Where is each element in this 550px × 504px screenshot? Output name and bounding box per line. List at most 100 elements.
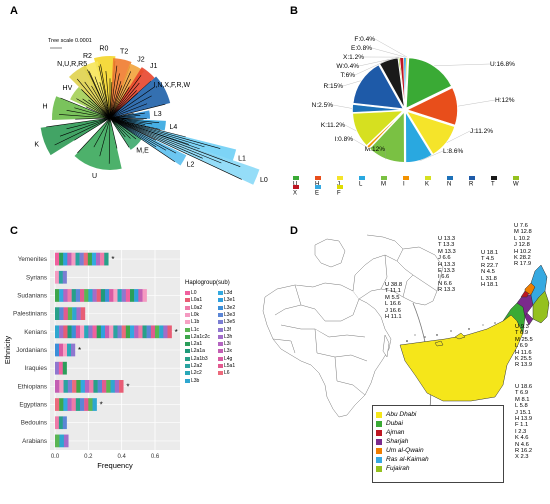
bar-segment xyxy=(143,289,147,302)
bar-segment xyxy=(84,289,88,302)
bar-segment xyxy=(55,380,59,393)
pie-label-x: X:1.2% xyxy=(343,54,364,61)
haplogroup-legend-title: Haplogroup(sub) xyxy=(185,280,230,286)
frequency-block-western: U 38.8 T 11.1 M 5.5 L 16.6 J 16.6 H 11.1 xyxy=(385,282,402,320)
emirate-legend-item: Sharjah xyxy=(373,437,503,446)
bar-segment xyxy=(118,325,122,338)
frequency-block-northeast: U 7.6 M 12.8 L 10.2 J 12.8 H 10.2 K 28.2… xyxy=(514,223,532,268)
haplogroup-legend-label: L5a1 xyxy=(224,363,235,369)
haplogroup-legend-item: L2a1a xyxy=(185,348,205,354)
haplogroup-legend-item: L3e5 xyxy=(218,319,235,325)
bar-segment xyxy=(80,398,84,411)
bar-segment xyxy=(59,271,63,284)
pie-leader-line xyxy=(372,48,405,57)
bar-segment xyxy=(134,325,138,338)
pie-legend-swatch-r xyxy=(469,176,475,180)
haplogroup-legend-item: L6 xyxy=(218,370,230,376)
clade-label-i-n-x-f-r-w: I,N,X,F,R,W xyxy=(154,82,191,89)
haplogroup-legend-swatch xyxy=(218,298,223,302)
bar-segment xyxy=(119,380,123,393)
pie-legend-label-t: T xyxy=(491,182,495,188)
pie-legend-swatch-j xyxy=(337,176,343,180)
bar-segment xyxy=(64,380,68,393)
haplogroup-legend-item: L1c xyxy=(185,327,199,333)
bar-segment xyxy=(67,253,71,266)
bar-segment xyxy=(88,398,92,411)
haplogroup-legend-label: L4g xyxy=(224,356,232,362)
x-tick-label: 0.4 xyxy=(117,454,126,460)
significance-star: * xyxy=(175,328,178,337)
clade-label-h: H xyxy=(42,104,47,111)
emirate-legend-swatch xyxy=(376,412,382,418)
x-axis-label: Frequency xyxy=(97,461,133,470)
bar-segment xyxy=(84,253,88,266)
haplogroup-legend-label: L3f xyxy=(224,327,231,333)
bar-segment xyxy=(163,325,167,338)
haplogroup-legend-label: L2a1 xyxy=(191,341,202,347)
emirate-legend-item: Dubai xyxy=(373,419,503,428)
bar-segment xyxy=(88,253,92,266)
haplogroup-legend-item: L0a2 xyxy=(185,305,202,311)
bar-segment xyxy=(55,325,59,338)
haplogroup-legend-item: L2c2 xyxy=(185,370,202,376)
emirate-legend-label: Ras al-Kaimah xyxy=(386,456,429,463)
pie-leader-line xyxy=(375,39,407,57)
frequency-block-central: U 13.3 T 13.3 M 13.3 J 6.6 H 13.3 E 13.3… xyxy=(438,236,456,294)
clade-label-l4: L4 xyxy=(169,124,177,131)
pie-label-h: H:12% xyxy=(495,97,515,104)
bar-segment xyxy=(59,253,63,266)
bar-segment xyxy=(122,289,126,302)
bar-segment xyxy=(118,289,122,302)
bar-segment xyxy=(76,398,80,411)
y-tick-label: Arabians xyxy=(22,438,47,445)
pie-label-l: L:8.6% xyxy=(443,148,463,155)
bar-segment xyxy=(84,398,88,411)
pie-legend-label-w: W xyxy=(513,182,519,188)
pie-leader-line xyxy=(343,81,361,86)
pie-legend-label-r: R xyxy=(469,182,474,188)
frequency-block-south: U 18.6 T 6.9 M 8.1 L 5.8 J 15.1 H 13.9 F… xyxy=(515,384,532,461)
bar-segment xyxy=(67,344,71,357)
bar-segment xyxy=(138,325,142,338)
y-tick-label: Yemenites xyxy=(18,256,47,263)
bar-segment xyxy=(168,325,172,338)
x-tick-label: 0.0 xyxy=(51,454,60,460)
haplogroup-legend-swatch xyxy=(218,364,223,368)
clade-label-u: U xyxy=(92,173,97,180)
haplogroup-legend-label: L3e2 xyxy=(224,305,235,311)
bar-segment xyxy=(63,289,67,302)
haplogroup-legend-label: L6 xyxy=(224,370,230,376)
clade-label-k: K xyxy=(34,142,39,149)
haplogroup-legend-item: L2a1b3 xyxy=(185,356,208,362)
bar-segment xyxy=(55,344,59,357)
significance-star: * xyxy=(100,401,103,410)
haplogroup-legend-item: L2a2 xyxy=(185,363,202,369)
haplogroup-legend-item: L2a1c2c xyxy=(185,334,210,340)
bar-segment xyxy=(71,253,75,266)
bar-segment xyxy=(63,344,67,357)
pie-legend-label-l: L xyxy=(359,182,363,188)
significance-star: * xyxy=(126,382,129,391)
frequency-block-northern: U 18.1 T 4.5 R 22.7 N 4.5 L 31.8 H 18.1 xyxy=(481,250,498,288)
y-tick-label: Iraquies xyxy=(25,365,47,372)
significance-star: * xyxy=(78,346,81,355)
bar-segment xyxy=(126,325,130,338)
bar-segment xyxy=(72,398,76,411)
haplogroup-legend-swatch xyxy=(218,335,223,339)
bar-segment xyxy=(98,380,102,393)
haplogroup-pie-chart: U:16.8%H:12%J:11.2%L:8.6%M:12%I:0.8%K:11… xyxy=(285,0,550,200)
haplogroup-legend-swatch xyxy=(218,320,223,324)
bar-segment xyxy=(59,289,63,302)
pie-legend-label-k: K xyxy=(425,182,429,188)
bar-segment xyxy=(93,289,97,302)
bar-segment xyxy=(109,289,113,302)
bar-segment xyxy=(104,253,108,266)
pie-label-j: J:11.2% xyxy=(470,128,493,135)
bar-segment xyxy=(80,325,84,338)
haplogroup-legend-swatch xyxy=(218,328,223,332)
bar-segment xyxy=(88,289,92,302)
bar-segment xyxy=(88,325,92,338)
